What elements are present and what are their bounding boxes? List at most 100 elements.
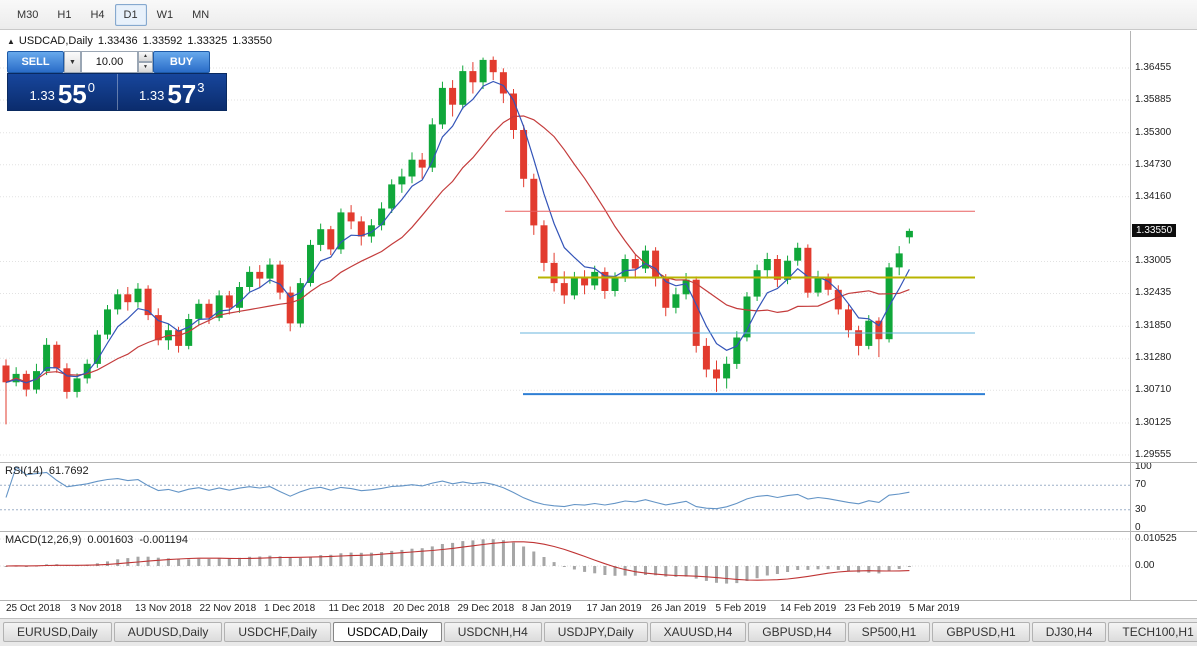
date-axis-label: 3 Nov 2018 [70, 603, 122, 614]
rsi-axis[interactable]: 100 70 30 0 [1130, 461, 1197, 533]
chart-tab-bar: EURUSD,Daily AUDUSD,Daily USDCHF,Daily USDC… [0, 618, 1197, 646]
macd-axis-label: 0.00 [1135, 560, 1155, 571]
volume-increase-button[interactable]: ▲ [138, 51, 153, 62]
current-price-badge: 1.33550 [1132, 224, 1177, 237]
price-axis-label: 1.31280 [1135, 352, 1172, 363]
chart-tab-gbpusd-h4[interactable]: GBPUSD,H4 [748, 622, 846, 642]
rsi-chart[interactable] [0, 463, 1130, 531]
date-axis-label: 20 Dec 2018 [393, 603, 450, 614]
buy-button[interactable]: BUY [153, 51, 210, 73]
chart-tab-usdcad-daily[interactable]: USDCAD,Daily [333, 622, 442, 642]
date-axis-label: 17 Jan 2019 [586, 603, 642, 614]
sell-price-superscript: 0 [87, 80, 95, 95]
date-axis[interactable]: 25 Oct 2018 3 Nov 2018 13 Nov 2018 22 Nov 2… [0, 601, 1197, 618]
rsi-axis-label: 70 [1135, 479, 1147, 490]
one-click-trading-panel: SELL ▼ ▲ ▼ BUY 1.33 55 0 1.33 57 3 [7, 51, 227, 111]
macd-panel: MACD(12,26,9) 0.001603 -0.001194 0.010525 0… [0, 532, 1197, 600]
date-axis-label: 8 Jan 2019 [522, 603, 572, 614]
chart-close-value: 1.33550 [232, 35, 272, 47]
chart-low-value: 1.33325 [187, 35, 228, 47]
macd-main-value: 0.001603 [87, 534, 134, 546]
price-axis-label: 1.34730 [1135, 159, 1172, 170]
rsi-title: RSI(14) 61.7692 [5, 465, 95, 477]
date-axis-label: 25 Oct 2018 [6, 603, 61, 614]
price-axis-label: 1.30710 [1135, 384, 1172, 395]
chart-tab-usdcnh-h4[interactable]: USDCNH,H4 [443, 622, 542, 642]
price-axis-label: 1.33005 [1135, 255, 1172, 266]
chart-tab-eurusd-daily[interactable]: EURUSD,Daily [3, 622, 112, 642]
buy-price-display[interactable]: 1.33 57 3 [118, 74, 227, 110]
timeframe-button-h4[interactable]: H4 [90, 8, 105, 21]
chart-tab-audusd-daily[interactable]: AUDUSD,Daily [113, 622, 223, 642]
chevron-down-icon: ▼ [69, 58, 76, 66]
sell-price-display[interactable]: 1.33 55 0 [8, 74, 118, 110]
date-axis-label: 26 Jan 2019 [651, 603, 707, 614]
date-axis-label: 23 Feb 2019 [844, 603, 901, 614]
timeframe-button-m30[interactable]: M30 [17, 8, 39, 21]
date-axis-label: 11 Dec 2018 [328, 603, 385, 614]
chart-symbol-label: USDCAD,Daily [18, 35, 93, 47]
date-axis-label: 13 Nov 2018 [135, 603, 192, 614]
volume-dropdown-button[interactable]: ▼ [64, 51, 81, 73]
timeframe-bar: M30 H1 H4 D1 W1 MN [0, 0, 1197, 30]
volume-input[interactable] [81, 51, 138, 73]
sell-price-big-digits: 55 [57, 78, 87, 109]
date-axis-label: 29 Dec 2018 [457, 603, 515, 614]
one-click-collapse-icon[interactable]: ▲ [7, 37, 15, 46]
date-axis-label: 5 Feb 2019 [715, 603, 767, 614]
timeframe-button-mn[interactable]: MN [192, 8, 210, 21]
chart-tab-usdjpy-daily[interactable]: USDJPY,Daily [543, 622, 648, 642]
timeframe-button-h1[interactable]: H1 [57, 8, 72, 21]
buy-price-superscript: 3 [197, 80, 205, 95]
price-axis-label: 1.36455 [1135, 62, 1172, 73]
panel-divider [0, 600, 1197, 601]
macd-signal-value: -0.001194 [139, 534, 189, 546]
price-axis-label: 1.29555 [1135, 449, 1172, 460]
volume-stepper: ▲ ▼ [138, 51, 153, 73]
price-axis-label: 1.31850 [1135, 320, 1172, 331]
chart-tab-usdchf-daily[interactable]: USDCHF,Daily [224, 622, 332, 642]
trade-prices-row: 1.33 55 0 1.33 57 3 [7, 73, 227, 111]
volume-decrease-button[interactable]: ▼ [138, 62, 153, 73]
trade-controls-row: SELL ▼ ▲ ▼ BUY [7, 51, 227, 73]
macd-title: MACD(12,26,9) 0.001603 -0.001194 [5, 534, 194, 546]
price-axis-label: 1.34160 [1135, 191, 1172, 202]
macd-chart[interactable] [0, 532, 1130, 600]
macd-axis[interactable]: 0.010525 0.00 [1130, 532, 1197, 600]
rsi-name: RSI(14) [5, 465, 43, 477]
macd-axis-label: 0.010525 [1135, 533, 1177, 544]
price-axis-label: 1.35885 [1135, 94, 1172, 105]
date-axis-label: 1 Dec 2018 [264, 603, 316, 614]
chart-tab-xauusd-h4[interactable]: XAUUSD,H4 [649, 622, 747, 642]
price-axis-label: 1.35300 [1135, 127, 1172, 138]
timeframe-button-w1[interactable]: W1 [156, 8, 174, 21]
chart-tab-gbpusd-h1[interactable]: GBPUSD,H1 [932, 622, 1030, 642]
rsi-value: 61.7692 [48, 465, 89, 477]
panel-divider[interactable] [0, 462, 1197, 463]
panel-divider[interactable] [0, 531, 1197, 532]
chart-high-value: 1.33592 [142, 35, 183, 47]
rsi-axis-label: 100 [1135, 461, 1152, 472]
chart-header: ▲ USDCAD,Daily 1.33436 1.33592 1.33325 1.3355… [7, 35, 277, 47]
rsi-axis-label: 30 [1135, 504, 1147, 515]
timeframe-button-d1[interactable]: D1 [114, 3, 147, 26]
price-axis-label: 1.32435 [1135, 287, 1172, 298]
candlestick-chart[interactable] [0, 31, 1130, 462]
main-chart-panel: ▲ USDCAD,Daily 1.33436 1.33592 1.33325 1.3355… [0, 31, 1197, 462]
chart-tab-dj30-h4[interactable]: DJ30,H4 [1031, 622, 1107, 642]
rsi-panel: RSI(14) 61.7692 100 70 30 0 [0, 461, 1197, 533]
rsi-axis-label: 0 [1135, 522, 1141, 533]
buy-price-prefix: 1.33 [139, 88, 165, 104]
price-axis-label: 1.30125 [1135, 417, 1172, 428]
sell-button[interactable]: SELL [7, 51, 64, 73]
date-axis-label: 14 Feb 2019 [780, 603, 837, 614]
chart-tab-sp500-h1[interactable]: SP500,H1 [847, 622, 931, 642]
buy-price-big-digits: 57 [167, 78, 197, 109]
chart-open-value: 1.33436 [97, 35, 138, 47]
macd-name: MACD(12,26,9) [5, 534, 82, 546]
sell-price-prefix: 1.33 [29, 88, 55, 104]
date-axis-label: 5 Mar 2019 [909, 603, 960, 614]
chart-tab-tech100-h1[interactable]: TECH100,H1 [1108, 622, 1197, 642]
price-axis[interactable]: 1.36455 1.35885 1.35300 1.34730 1.34160 1.330… [1130, 31, 1197, 462]
